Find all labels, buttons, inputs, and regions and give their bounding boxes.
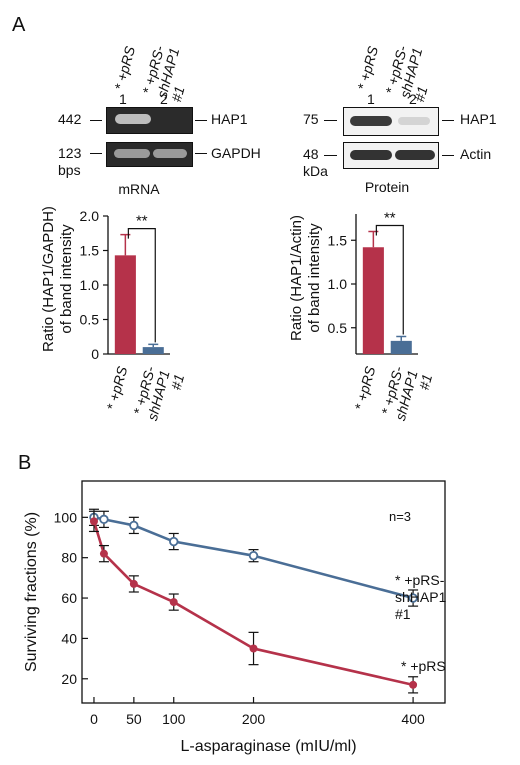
- band-tick: [442, 120, 454, 121]
- band-tick: [195, 153, 207, 154]
- band: [350, 116, 392, 126]
- chart-title: mRNA: [118, 181, 160, 197]
- marker-123: 123: [58, 145, 82, 161]
- y-tick-label: 80: [61, 550, 77, 566]
- y-tick-label: 1.5: [328, 232, 348, 248]
- gel-hap1-mrna: [106, 107, 193, 134]
- blot-hap1-protein: [343, 107, 439, 136]
- bar: [142, 347, 164, 354]
- band-label-gapdh: GAPDH: [211, 145, 261, 161]
- category-label: * +pRS: [103, 364, 130, 412]
- y-tick-label: 100: [54, 509, 78, 525]
- data-point: [169, 598, 178, 607]
- x-tick-label: 100: [162, 711, 186, 727]
- y-tick-label: 1.5: [80, 243, 100, 259]
- y-tick-label: 1.0: [328, 276, 348, 292]
- gel-gapdh-mrna: [106, 142, 193, 167]
- band: [398, 117, 430, 125]
- marker-tick: [90, 153, 102, 154]
- y-tick-label: 40: [61, 630, 77, 646]
- y-axis-label: Ratio (HAP1/GAPDH)of band intensity: [40, 206, 75, 352]
- y-tick-label: 0: [91, 346, 99, 362]
- lane-number-1-left: 1: [119, 91, 127, 107]
- bar-chart-0: mRNA 0 0.5 1.0 1.5 2.0 Ratio (HAP1/GAPDH)of ba…: [40, 181, 187, 426]
- marker-unit-bps: bps: [58, 162, 81, 178]
- x-tick-label: 400: [401, 711, 425, 727]
- data-point: [129, 579, 138, 588]
- marker-tick: [90, 120, 102, 121]
- data-point: [409, 680, 418, 689]
- y-tick-label: 20: [61, 671, 77, 687]
- marker-tick: [324, 120, 337, 121]
- band-tick: [442, 155, 454, 156]
- y-tick-label: 0.5: [328, 320, 348, 336]
- plot-frame: [81, 480, 446, 704]
- data-point: [248, 550, 259, 561]
- data-point: [99, 514, 109, 525]
- significance-label: **: [384, 210, 396, 227]
- blot-actin: [343, 142, 439, 169]
- y-axis-label: Ratio (HAP1/Actin)of band intensity: [288, 215, 323, 341]
- y-axis-label: Surviving fractions (%): [23, 512, 40, 672]
- y-tick-label: 2.0: [80, 208, 100, 224]
- bar-chart-1: Protein 0.5 1.0 1.5 Ratio (HAP1/Actin)of ban…: [288, 179, 435, 426]
- chart-title: Protein: [365, 179, 409, 195]
- band-label-hap1-right: HAP1: [460, 111, 497, 127]
- line-chart: 20 40 60 80 100 0 50 100 200 400 L-asparaginase (m…: [23, 480, 447, 755]
- panel-b-label: B: [18, 452, 31, 474]
- significance-bracket: [375, 224, 404, 335]
- y-tick-label: 1.0: [80, 277, 100, 293]
- category-label: * +pRS-shHAP1#1: [129, 364, 187, 426]
- data-point: [169, 536, 179, 547]
- lane-number-1-right: 1: [367, 91, 375, 107]
- marker-unit-kda: kDa: [303, 163, 328, 179]
- band: [350, 150, 392, 160]
- data-point: [408, 593, 418, 603]
- bar: [390, 340, 412, 354]
- category-label: * +pRS: [351, 364, 378, 412]
- data-point: [89, 517, 98, 526]
- y-tick-label: 60: [61, 590, 77, 606]
- x-axis-label: L-asparaginase (mIU/ml): [180, 738, 356, 755]
- band-label-hap1-left: HAP1: [211, 111, 248, 127]
- band: [114, 149, 150, 158]
- panel-a-label: A: [12, 14, 26, 36]
- x-tick-label: 0: [90, 711, 98, 727]
- marker-75: 75: [303, 111, 319, 127]
- lane-number-2-left: 2: [160, 91, 168, 107]
- y-tick-label: 0.5: [80, 312, 100, 328]
- x-tick-label: 50: [126, 711, 142, 727]
- category-label: * +pRS-shHAP1#1: [377, 364, 435, 426]
- band: [153, 149, 187, 158]
- data-point: [129, 520, 139, 531]
- significance-bracket: [127, 228, 156, 343]
- data-point: [249, 644, 258, 653]
- series-label-prs: * +pRS: [401, 658, 446, 674]
- lane-number-2-right: 2: [409, 91, 417, 107]
- series-label-shhap1: * +pRS-shHAP1 #1: [395, 572, 447, 622]
- marker-442: 442: [58, 111, 82, 127]
- series-line: [92, 520, 414, 687]
- band-label-actin: Actin: [460, 146, 492, 162]
- bar: [114, 255, 136, 354]
- band: [395, 150, 435, 160]
- significance-label: **: [136, 213, 148, 230]
- band: [115, 114, 151, 124]
- band-tick: [195, 120, 207, 121]
- marker-tick: [324, 155, 337, 156]
- data-point: [99, 549, 108, 558]
- annotation-n: n=3: [389, 509, 411, 524]
- x-tick-label: 200: [242, 711, 266, 727]
- marker-48: 48: [303, 146, 319, 162]
- bar: [362, 247, 384, 354]
